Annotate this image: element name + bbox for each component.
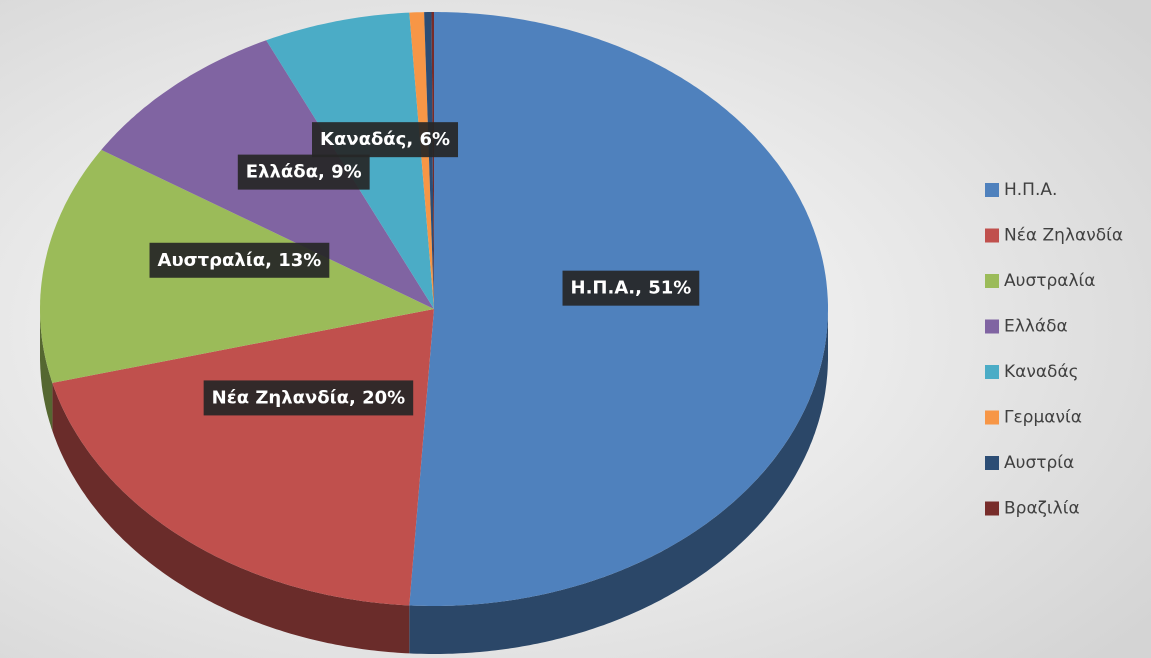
- data-label: Καναδάς, 6%: [320, 129, 450, 150]
- legend-swatch: [985, 319, 999, 334]
- legend-swatch: [985, 183, 999, 197]
- data-label-box: [312, 122, 459, 158]
- data-label: Αυστραλία, 13%: [158, 250, 322, 271]
- legend-label: Γερμανία: [1004, 408, 1082, 428]
- slice: [409, 12, 828, 606]
- data-label: Η.Π.Α., 51%: [571, 278, 692, 299]
- legend-label: Αυστραλία: [1004, 271, 1096, 291]
- legend-swatch: [985, 410, 999, 425]
- legend-swatch: [985, 228, 999, 243]
- legend-label: Αυστρία: [1004, 453, 1074, 473]
- slice-side: [40, 309, 53, 431]
- slice-side: [52, 382, 410, 654]
- legend-swatch: [985, 274, 999, 288]
- data-label: Νέα Ζηλανδία, 20%: [212, 387, 406, 408]
- data-label-box: [149, 242, 330, 278]
- data-label-box: [562, 270, 700, 306]
- legend-swatch: [985, 365, 999, 379]
- slice: [409, 12, 434, 309]
- legend-label: Καναδάς: [1004, 362, 1079, 382]
- data-label-box: [203, 380, 414, 416]
- slice-side: [409, 309, 828, 654]
- data-label: Ελλάδα, 9%: [246, 162, 362, 183]
- slice: [431, 12, 434, 309]
- legend-label: Βραζιλία: [1004, 499, 1080, 519]
- legend-swatch: [985, 501, 999, 516]
- legend-label: Ελλάδα: [1004, 317, 1068, 337]
- data-label-box: [237, 154, 370, 190]
- slice: [424, 12, 434, 309]
- legend-label: Νέα Ζηλανδία: [1004, 226, 1123, 246]
- legend-label: Η.Π.Α.: [1004, 180, 1057, 200]
- legend-swatch: [985, 456, 999, 470]
